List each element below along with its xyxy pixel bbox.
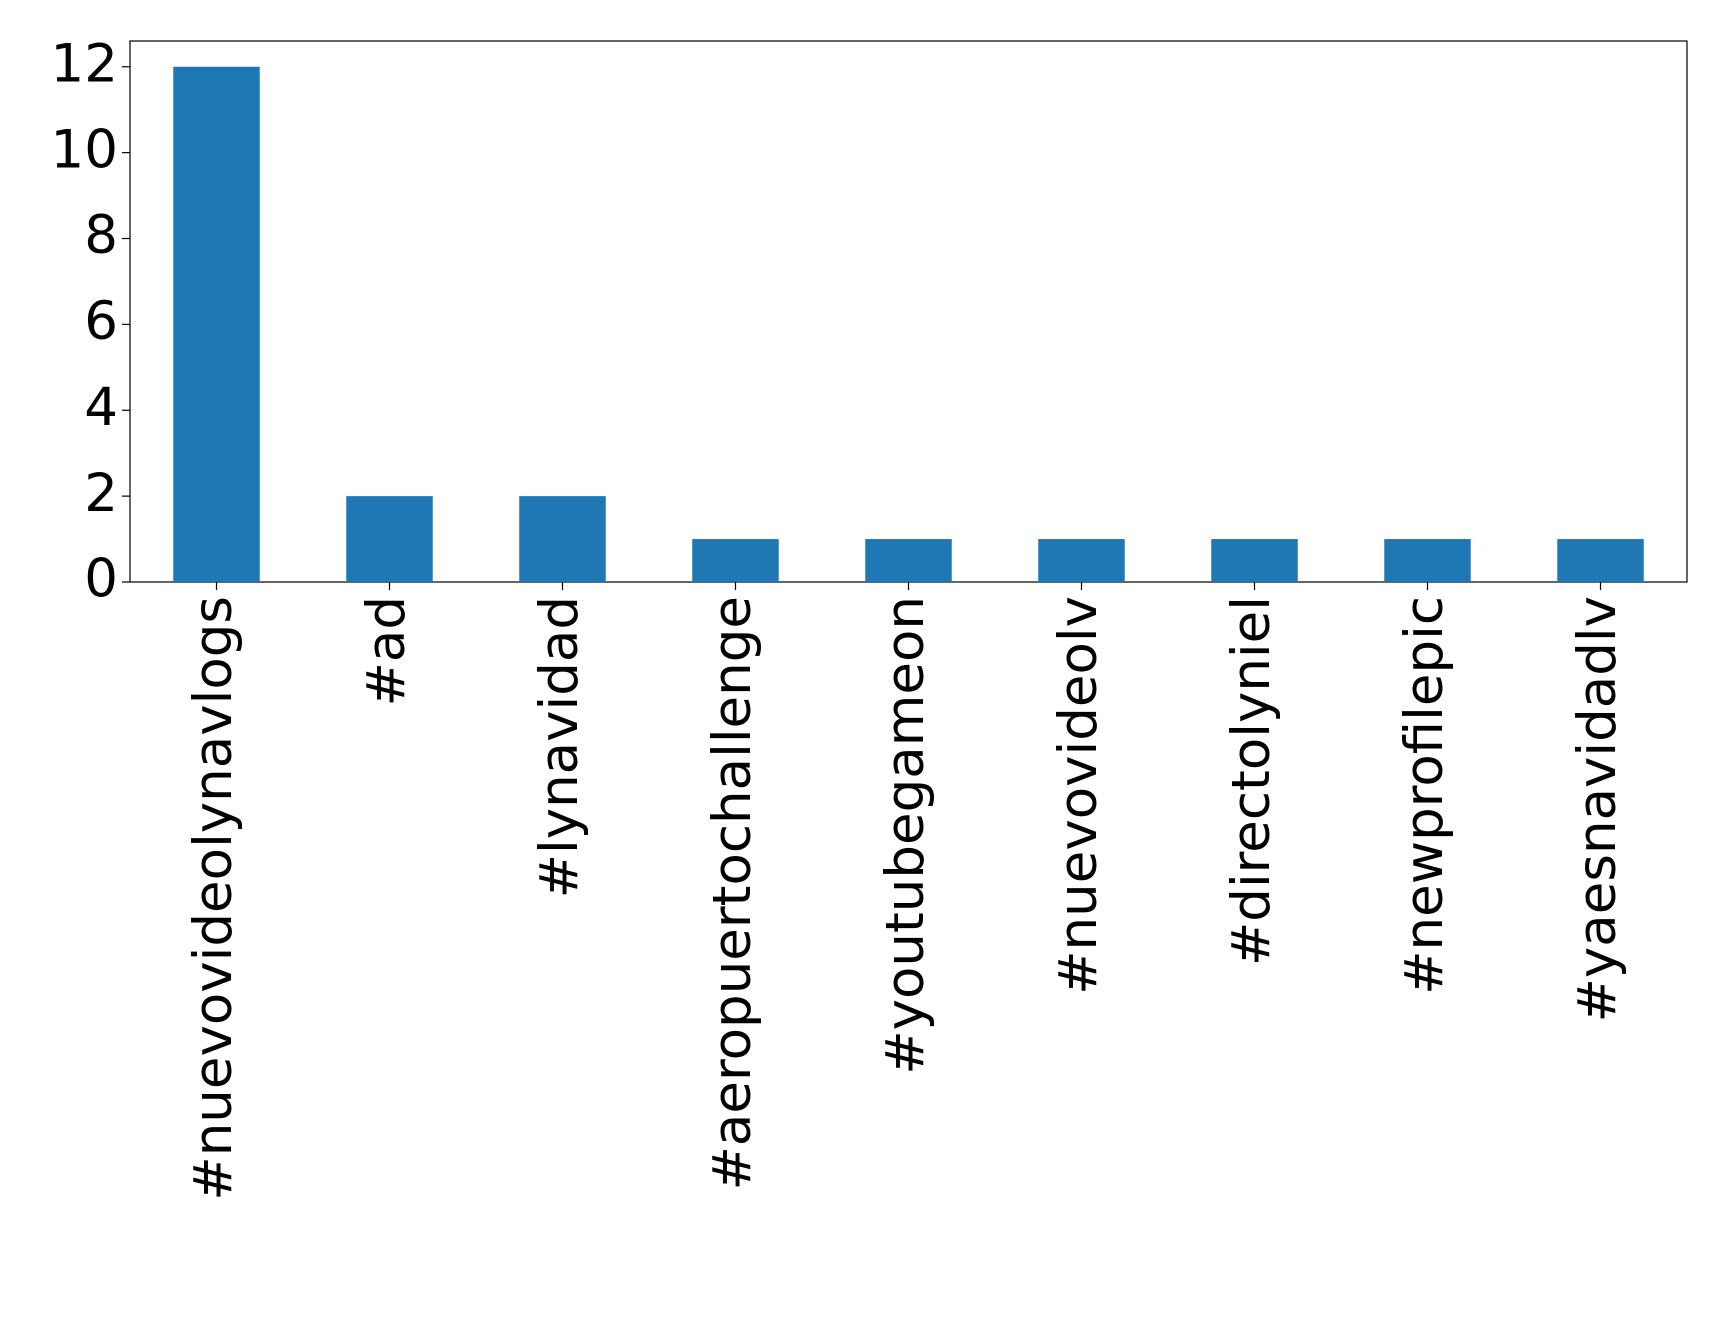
y-tick-label: 6 xyxy=(84,291,118,352)
bar xyxy=(173,66,260,582)
x-tick-label: #nuevovideolv xyxy=(1048,596,1109,995)
bar xyxy=(1384,539,1471,582)
x-tick-label: #newprofilepic xyxy=(1394,596,1455,995)
y-tick-label: 2 xyxy=(84,463,118,524)
bar xyxy=(346,496,433,582)
bar xyxy=(1557,539,1644,582)
y-tick-label: 4 xyxy=(84,377,118,438)
bar xyxy=(1211,539,1298,582)
x-tick-label: #ad xyxy=(356,596,417,707)
x-tick-label: #nuevovideolynavlogs xyxy=(183,596,244,1201)
x-tick-label: #aeropuertochallenge xyxy=(702,596,763,1191)
x-tick-label: #youtubegameon xyxy=(875,596,936,1075)
y-tick-label: 8 xyxy=(84,205,118,266)
y-tick-label: 10 xyxy=(51,119,118,180)
bar xyxy=(692,539,779,582)
bar xyxy=(519,496,606,582)
y-tick-label: 0 xyxy=(84,549,118,610)
bar xyxy=(1038,539,1125,582)
x-tick-label: #lynavidad xyxy=(529,596,590,898)
y-tick-label: 12 xyxy=(51,33,118,94)
x-tick-label: #yaesnavidadlv xyxy=(1567,596,1628,1022)
bar xyxy=(865,539,952,582)
x-tick-label: #directolyniel xyxy=(1221,596,1282,966)
